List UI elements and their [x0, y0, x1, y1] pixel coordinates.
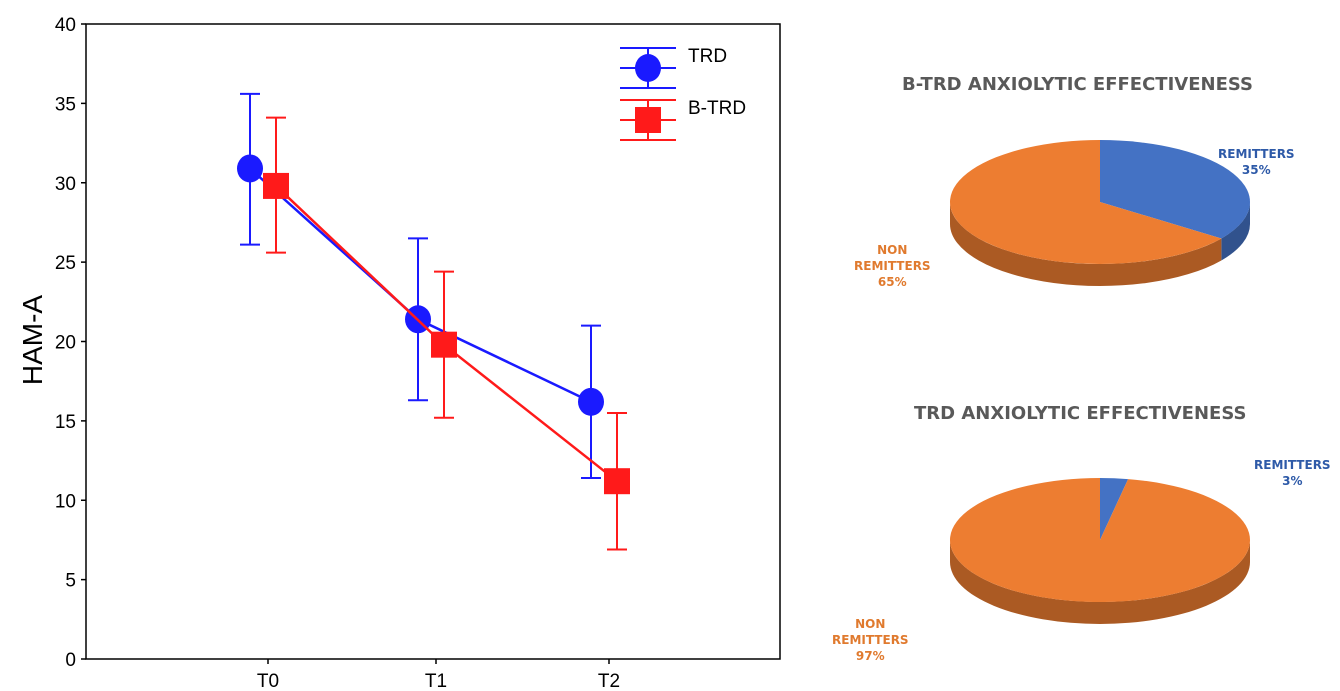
data-point-b-trd: [604, 468, 630, 495]
pie1-title: B-TRD ANXIOLYTIC EFFECTIVENESS: [902, 74, 1253, 95]
x-tick-label: T0: [257, 671, 279, 691]
legend-marker-square: [635, 107, 661, 133]
y-tick-label: 20: [55, 333, 76, 354]
y-tick-label: 30: [55, 174, 76, 195]
data-point-b-trd: [431, 331, 457, 358]
pie1-remitters-pct: 35%: [1241, 163, 1271, 177]
legend-marker-circle: [635, 54, 661, 82]
pie2-non-pct: 97%: [855, 649, 885, 663]
legend-label-b-trd: B-TRD: [688, 98, 746, 119]
pie2-non-text: NON: [855, 617, 886, 631]
pie1-label-remitters: REMITTERS 35%: [1218, 146, 1295, 178]
series-layer: [237, 92, 630, 551]
y-ticks: 0 5 10 15 20 25 30 35 40: [55, 15, 86, 671]
pie1-non-text: NON: [877, 243, 908, 257]
pie1-remitters-text: REMITTERS: [1218, 147, 1295, 161]
pie-slice: [1100, 478, 1129, 540]
y-tick-label: 0: [65, 650, 76, 671]
pie2-chart: [950, 478, 1250, 624]
pie1-remitters-text2: REMITTERS: [854, 259, 931, 273]
pie1-chart: [950, 140, 1250, 286]
pie-slice: [950, 478, 1250, 602]
x-tick-label: T2: [598, 671, 620, 691]
pie2-remitters-pct: 3%: [1282, 474, 1303, 488]
pie2-label-nonremitters: NON REMITTERS 97%: [832, 616, 909, 664]
y-tick-label: 10: [55, 491, 76, 512]
y-tick-label: 40: [55, 15, 76, 36]
pie1-non-pct: 65%: [877, 275, 907, 289]
x-ticks: T0 T1 T2: [257, 659, 620, 691]
pie-side-wall: [950, 202, 1222, 286]
y-tick-label: 15: [55, 412, 76, 433]
pie-side-wall: [950, 540, 1250, 624]
y-tick-label: 25: [55, 253, 76, 274]
pie2-label-remitters: REMITTERS 3%: [1254, 457, 1331, 489]
y-axis-label: HAM-A: [17, 295, 48, 386]
y-tick-label: 35: [55, 94, 76, 115]
pie2-title: TRD ANXIOLYTIC EFFECTIVENESS: [914, 403, 1247, 424]
y-tick-label: 5: [65, 571, 76, 592]
data-point-trd: [237, 154, 263, 183]
line-chart: 0 5 10 15 20 25 30 35 40 T0 T1 T2 TRD B-TRD HAM-A: [17, 15, 781, 691]
data-point-b-trd: [263, 172, 289, 199]
legend: TRD B-TRD: [620, 46, 746, 141]
pie-slice: [1100, 140, 1250, 239]
pie1-label-nonremitters: NON REMITTERS 65%: [854, 242, 931, 290]
pie2-remitters-text2: REMITTERS: [832, 633, 909, 647]
data-point-trd: [578, 387, 604, 416]
pie2-remitters-text: REMITTERS: [1254, 458, 1331, 472]
x-tick-label: T1: [425, 671, 447, 691]
legend-label-trd: TRD: [688, 46, 727, 67]
series-line-trd: [249, 167, 592, 403]
pie-slice: [950, 140, 1222, 264]
pie-side-wall: [1221, 202, 1250, 261]
